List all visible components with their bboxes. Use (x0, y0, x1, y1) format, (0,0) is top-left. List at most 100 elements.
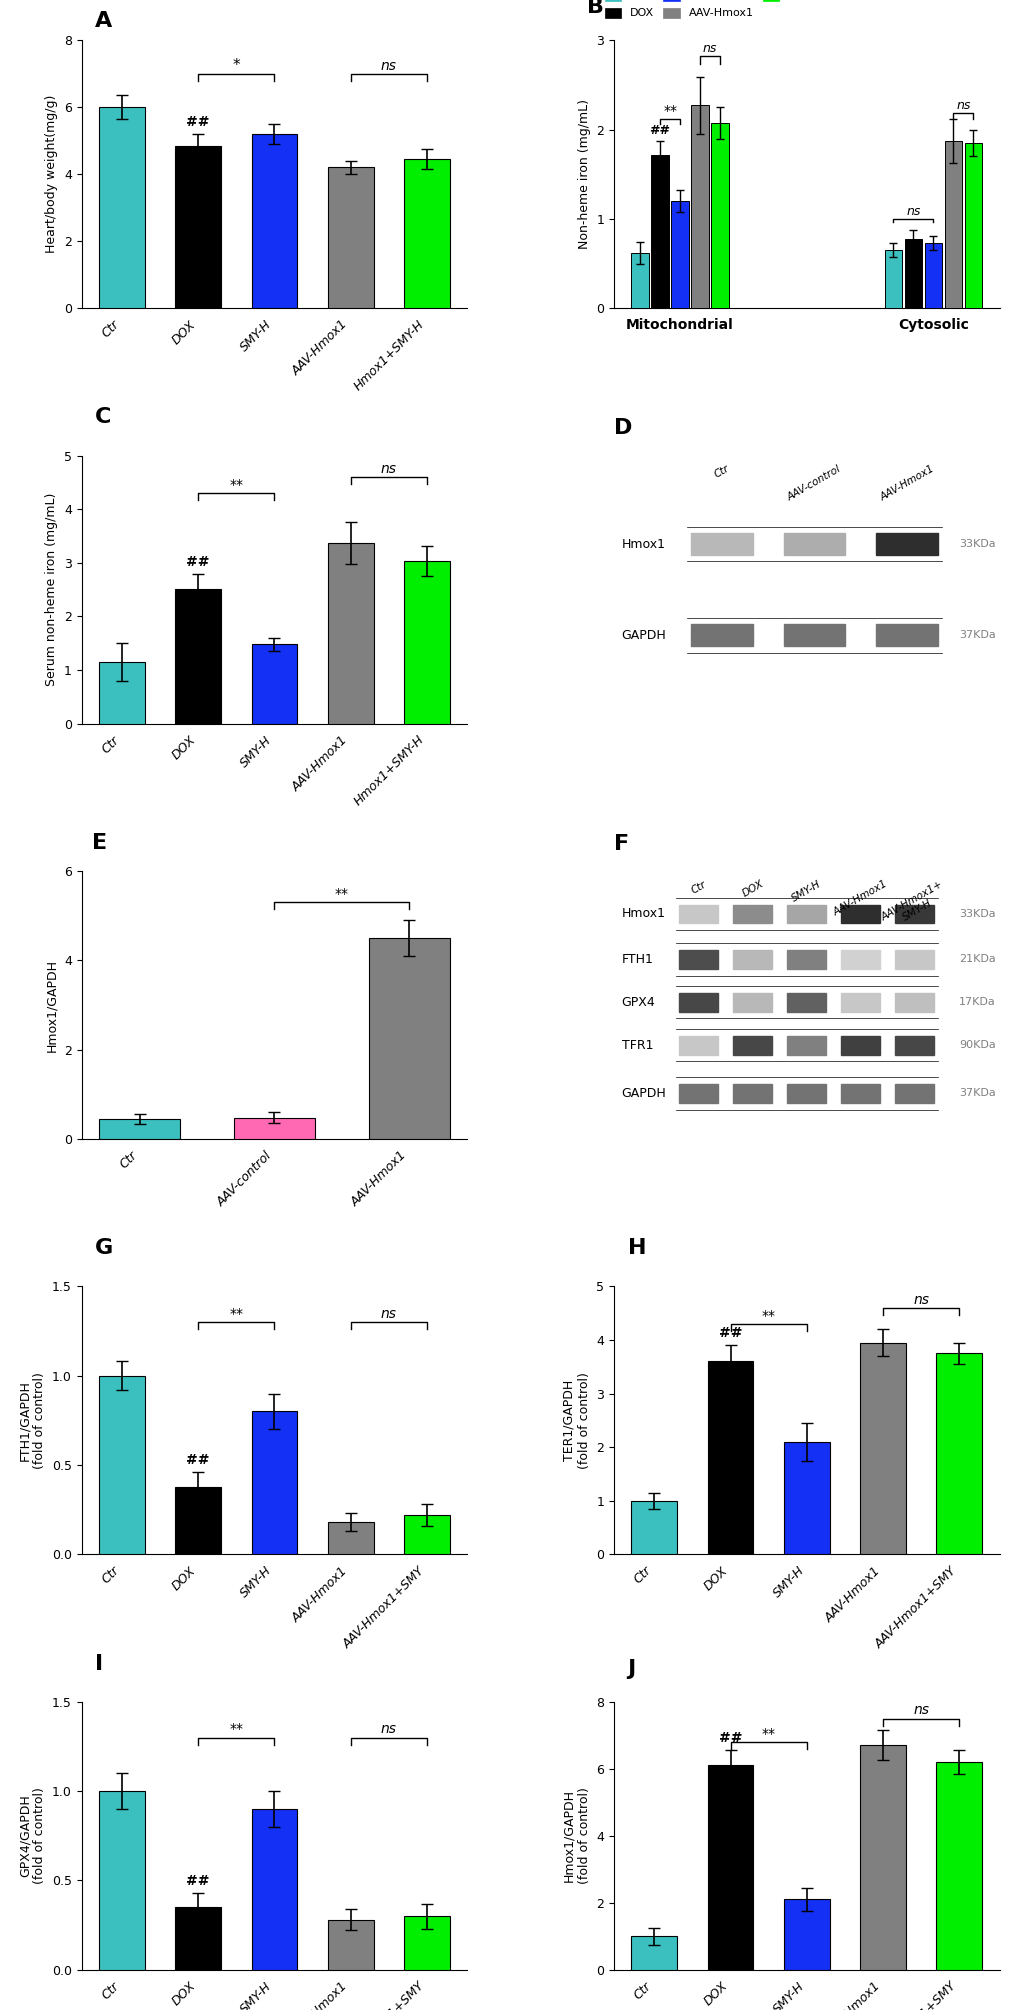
Bar (787, 1083, 825, 1103)
Bar (404, 159, 449, 308)
Bar (841, 1083, 879, 1103)
Text: ns: ns (380, 58, 396, 72)
Text: **: ** (662, 105, 677, 119)
Y-axis label: Serum non-heme iron (mg/mL): Serum non-heme iron (mg/mL) (45, 492, 58, 685)
Bar (252, 1411, 297, 1554)
Text: ns: ns (955, 98, 970, 113)
Bar (710, 123, 728, 308)
Text: C: C (95, 408, 112, 428)
Text: FTH1: FTH1 (621, 953, 653, 967)
Text: I: I (95, 1654, 103, 1674)
Bar (841, 1035, 879, 1055)
Y-axis label: GPX4/GAPDH
(fold of control): GPX4/GAPDH (fold of control) (18, 1787, 46, 1883)
Bar (651, 155, 668, 308)
Text: H: H (627, 1238, 645, 1258)
Bar (252, 135, 297, 308)
Bar (327, 1920, 373, 1970)
Text: ##: ## (186, 115, 210, 129)
Text: Hmox1: Hmox1 (621, 907, 665, 921)
Text: SMY-H: SMY-H (790, 878, 822, 904)
Bar (679, 951, 717, 969)
Bar (679, 993, 717, 1011)
Bar (733, 1035, 771, 1055)
Bar (233, 1118, 315, 1140)
Text: **: ** (229, 1306, 244, 1321)
Bar (783, 533, 845, 555)
Bar (631, 253, 648, 308)
Text: ns: ns (380, 462, 396, 476)
Bar (964, 143, 981, 308)
Text: 37KDa: 37KDa (958, 631, 995, 639)
Bar (733, 993, 771, 1011)
Text: E: E (93, 832, 107, 852)
Text: 37KDa: 37KDa (958, 1089, 995, 1097)
Legend: Ctr, DOX, SMY-H, AAV-Hmox1, AAV-Hmox1+SMY-H: Ctr, DOX, SMY-H, AAV-Hmox1, AAV-Hmox1+SM… (599, 0, 901, 22)
Y-axis label: Non-heme iron (mg/mL): Non-heme iron (mg/mL) (577, 98, 590, 249)
Bar (175, 147, 221, 308)
Bar (175, 1487, 221, 1554)
Bar (327, 1522, 373, 1554)
Text: TFR1: TFR1 (621, 1039, 652, 1051)
Bar (895, 1035, 933, 1055)
Text: GPX4: GPX4 (621, 995, 655, 1009)
Bar (841, 951, 879, 969)
Bar (841, 904, 879, 923)
Text: **: ** (761, 1309, 774, 1323)
Bar (99, 1791, 145, 1970)
Text: *: * (232, 58, 239, 72)
Bar (404, 1516, 449, 1554)
Bar (783, 625, 845, 645)
Bar (707, 1765, 753, 1970)
Bar (252, 1809, 297, 1970)
Text: GAPDH: GAPDH (621, 1087, 665, 1099)
Text: ##: ## (186, 1453, 210, 1467)
Text: 21KDa: 21KDa (958, 955, 995, 965)
Text: AAV-Hmox1: AAV-Hmox1 (832, 878, 889, 919)
Bar (175, 589, 221, 724)
Bar (671, 201, 688, 308)
Bar (99, 661, 145, 724)
Y-axis label: Hmox1/GAPDH
(fold of control): Hmox1/GAPDH (fold of control) (562, 1787, 590, 1883)
Bar (924, 243, 942, 308)
Bar (404, 561, 449, 724)
Text: ##: ## (186, 555, 210, 569)
Text: **: ** (229, 1723, 244, 1737)
Bar (895, 904, 933, 923)
Text: D: D (613, 418, 632, 438)
Bar (327, 167, 373, 308)
Text: ns: ns (912, 1292, 928, 1306)
Text: F: F (613, 834, 629, 854)
Bar (631, 1501, 677, 1554)
Bar (690, 625, 752, 645)
Bar (369, 939, 449, 1140)
Text: ns: ns (912, 1702, 928, 1717)
Y-axis label: Hmox1/GAPDH: Hmox1/GAPDH (45, 959, 58, 1051)
Bar (935, 1353, 981, 1554)
Bar (99, 107, 145, 308)
Bar (895, 951, 933, 969)
Bar (883, 249, 901, 308)
Text: G: G (95, 1238, 113, 1258)
Text: 17KDa: 17KDa (958, 997, 995, 1007)
Bar (679, 1035, 717, 1055)
Text: ns: ns (380, 1723, 396, 1737)
Text: AAV-Hmox1+
SMY-H: AAV-Hmox1+ SMY-H (878, 878, 950, 933)
Bar (787, 1035, 825, 1055)
Bar (787, 993, 825, 1011)
Bar (733, 1083, 771, 1103)
Y-axis label: FTH1/GAPDH
(fold of control): FTH1/GAPDH (fold of control) (18, 1373, 46, 1469)
Bar (733, 904, 771, 923)
Text: Hmox1: Hmox1 (621, 537, 665, 551)
Text: **: ** (761, 1727, 774, 1741)
Text: GAPDH: GAPDH (621, 629, 665, 641)
Text: ##: ## (649, 125, 669, 137)
Y-axis label: Heart/body weight(mg/g): Heart/body weight(mg/g) (45, 94, 58, 253)
Bar (99, 1120, 180, 1140)
Text: AAV-Hmox1: AAV-Hmox1 (877, 464, 934, 502)
Bar (859, 1343, 905, 1554)
Bar (787, 951, 825, 969)
Text: B: B (586, 0, 603, 18)
Text: 90KDa: 90KDa (958, 1041, 995, 1049)
Bar (895, 1083, 933, 1103)
Bar (327, 543, 373, 724)
